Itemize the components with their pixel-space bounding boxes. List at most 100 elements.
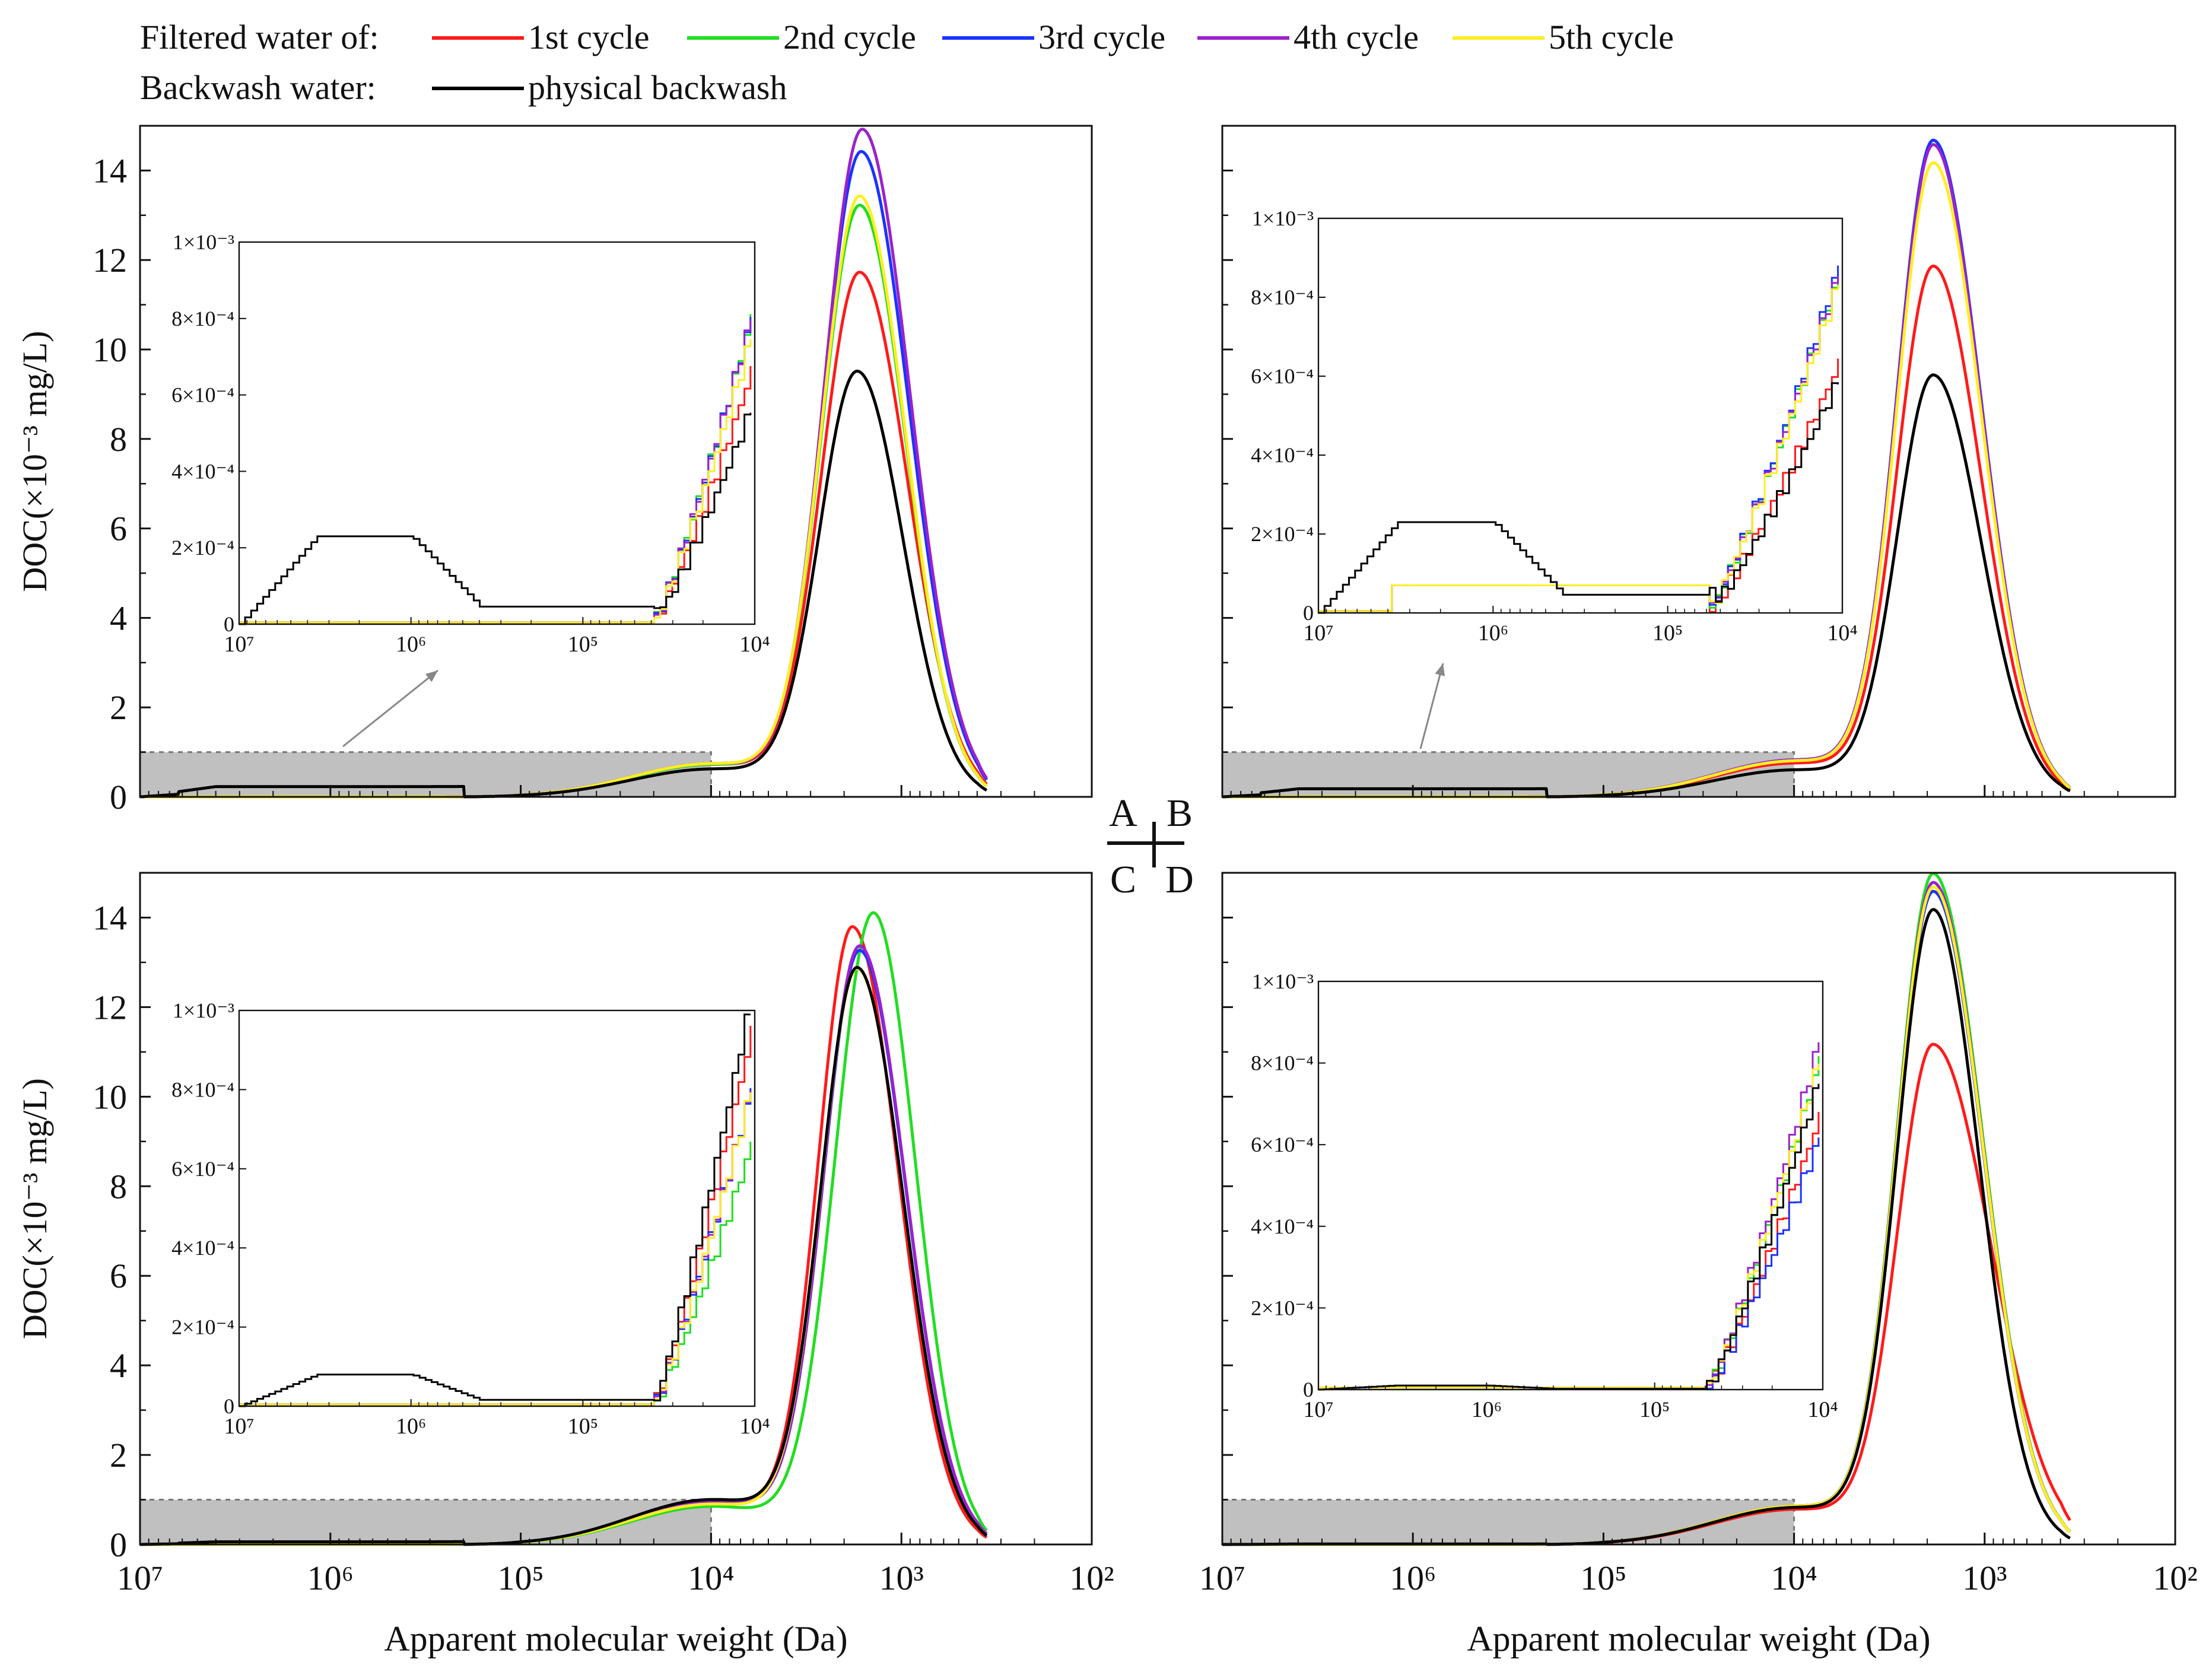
panel-c-inset-frame	[238, 1009, 756, 1407]
panel-d-inset-y-tick-label: 4×10⁻⁴	[1251, 1215, 1314, 1238]
panel-c-inset-y-tick-label: 1×10⁻³	[173, 999, 234, 1022]
panel-a-inset-x-tick-label: 10⁷	[224, 632, 254, 657]
marker-a: A	[1109, 792, 1137, 835]
panel-c-y-tick-label: 8	[110, 1167, 127, 1206]
panel-b-inset-frame	[1317, 217, 1844, 614]
panel-c-y-tick-label: 10	[93, 1078, 127, 1116]
legend-label-1st-cycle: 1st cycle	[528, 18, 650, 56]
panel-b-zoom-arrowhead	[1435, 663, 1445, 676]
panel-a-inset-y-tick-label: 0	[224, 612, 234, 636]
panel-a-inset-border	[238, 241, 756, 625]
panel-b-zoom-arrow	[1419, 663, 1444, 749]
panel-a-inset-x-tick-label: 10⁵	[568, 632, 598, 657]
panel-d-x-tick-label: 10⁴	[1771, 1559, 1817, 1597]
panel-c-inset-series-physical-backwash	[239, 1013, 751, 1407]
panel-a-y-tick-label: 8	[110, 420, 127, 459]
panel-c-y-tick-label: 12	[93, 988, 127, 1026]
panel-a-zoom-arrow	[342, 669, 438, 748]
panel-a-inset-x-tick-label: 10⁴	[739, 632, 770, 657]
panel-c-plot-frame	[139, 872, 1093, 1546]
panel-d-inset-x-tick-label: 10⁵	[1639, 1397, 1670, 1422]
panel-a-zoom-arrowhead	[425, 670, 438, 682]
panel-d-shaded-region	[1221, 1499, 1795, 1546]
panel-a: 0 2 4 6 8 10 12 14 DOC(×10⁻³ mg/L) 0 2×10⁻⁴ 4×10⁻⁴ 6…	[15, 125, 1093, 816]
panel-c-inset-border	[238, 1009, 756, 1407]
panel-c-y-axis-label: DOC(×10⁻³ mg/L)	[15, 1078, 54, 1339]
panel-marker: A B C D	[1107, 792, 1194, 901]
panel-b-inset-series-physical-backwash	[1318, 382, 1839, 614]
panel-c-y-tick-label: 4	[110, 1346, 127, 1385]
panel-a-inset-y-tick-label: 1×10⁻³	[173, 230, 234, 254]
panel-d: 10⁷ 10⁶ 10⁵ 10⁴ 10³ 10² Apparent molecular wei…	[1199, 872, 2198, 1658]
panel-c-x-tick-label: 10²	[1069, 1559, 1114, 1597]
panel-c-y-tick-label: 14	[93, 898, 127, 937]
panel-b-inset-x-tick-label: 10⁵	[1652, 621, 1683, 646]
panel-d-inset-y-tick-label: 0	[1303, 1378, 1314, 1401]
panel-a-plot-frame	[139, 125, 1093, 798]
panel-b-inset-y-tick-label: 4×10⁻⁴	[1251, 443, 1314, 467]
panel-c-inset-y-tick-label: 2×10⁻⁴	[171, 1315, 234, 1339]
legend-label-5th-cycle: 5th cycle	[1549, 18, 1674, 56]
panel-c-x-tick-label: 10⁵	[497, 1559, 544, 1597]
panel-a-inset-y-tick-label: 8×10⁻⁴	[171, 307, 234, 330]
panel-a-y-axis-label: DOC(×10⁻³ mg/L)	[15, 331, 54, 592]
panel-d-inset-x-tick-label: 10⁶	[1472, 1397, 1502, 1422]
panel-c-x-tick-label: 10⁶	[307, 1559, 354, 1597]
panel-b-inset-y-tick-label: 0	[1303, 601, 1314, 625]
panel-a-y-tick-label: 6	[110, 510, 127, 548]
panel-a-y-tick-label: 2	[110, 688, 127, 727]
panel-b: 0 2×10⁻⁴ 4×10⁻⁴ 6×10⁻⁴ 8×10⁻⁴ 1×10⁻³ 10⁷ 10⁶ 10⁵…	[1221, 125, 2176, 799]
panel-d-inset-y-tick-label: 1×10⁻³	[1252, 970, 1314, 993]
panel-d-inset-y-tick-label: 8×10⁻⁴	[1251, 1051, 1314, 1075]
panel-d-inset-y-tick-label: 2×10⁻⁴	[1251, 1296, 1314, 1320]
panel-c-inset-x-tick-label: 10⁵	[568, 1414, 598, 1439]
panel-c-inset-x-tick-label: 10⁶	[396, 1414, 426, 1439]
panel-a-y-tick-label: 0	[110, 778, 127, 816]
legend-label-physical-backwash: physical backwash	[528, 68, 787, 107]
panel-d-x-tick-label: 10³	[1962, 1559, 2007, 1597]
panel-d-x-tick-label: 10⁶	[1390, 1559, 1436, 1597]
panel-b-inset-x-tick-label: 10⁴	[1827, 621, 1857, 646]
panel-a-inset-x-tick-label: 10⁶	[396, 632, 426, 657]
panel-a-y-tick-label: 4	[110, 599, 127, 637]
panel-a-y-tick-label: 14	[93, 151, 127, 190]
panel-d-x-axis-label: Apparent molecular weight (Da)	[1467, 1619, 1930, 1658]
panel-d-inset-border	[1317, 980, 1824, 1391]
legend: Filtered water of: Backwash water: 1st c…	[140, 18, 1674, 107]
legend-backwash-title: Backwash water:	[140, 68, 376, 107]
panel-a-inset-y-tick-label: 2×10⁻⁴	[171, 536, 234, 560]
panel-a-inset-frame	[238, 241, 756, 625]
panel-b-inset-y-tick-label: 2×10⁻⁴	[1251, 522, 1314, 546]
panel-a-inset-series-5th-cycle	[239, 339, 752, 624]
panel-c-y-tick-label: 0	[110, 1525, 127, 1564]
panel-c-inset-y-tick-label: 0	[224, 1394, 234, 1418]
legend-filtered-title: Filtered water of:	[140, 18, 379, 56]
panel-c-y-tick-label: 6	[110, 1257, 127, 1295]
panel-c-inset-x-tick-label: 10⁴	[739, 1414, 770, 1439]
panel-a-shaded-region	[139, 751, 712, 798]
panel-d-inset-y-tick-label: 6×10⁻⁴	[1251, 1133, 1314, 1156]
panel-c: 0 2 4 6 8 10 12 14 10⁷ 10⁶ 10⁵ 10⁴ 10³ 10² DOC(×10⁻³ m…	[15, 872, 1114, 1658]
panel-a-inset-y-tick-label: 4×10⁻⁴	[171, 459, 234, 483]
legend-label-4th-cycle: 4th cycle	[1293, 18, 1419, 56]
panel-d-inset: 0 2×10⁻⁴ 4×10⁻⁴ 6×10⁻⁴ 8×10⁻⁴ 1×10⁻³ 10⁷ 10⁶ 10⁵…	[1251, 970, 1838, 1422]
panel-c-inset-y-tick-label: 8×10⁻⁴	[171, 1078, 234, 1101]
panel-b-inset-series-5th-cycle	[1318, 285, 1839, 612]
panel-a-inset-series-physical-backwash	[239, 412, 752, 625]
panel-d-x-tick-label: 10²	[2153, 1559, 2197, 1597]
panel-d-x-tick-label: 10⁵	[1580, 1559, 1626, 1597]
panel-c-inset: 0 2×10⁻⁴ 4×10⁻⁴ 6×10⁻⁴ 8×10⁻⁴ 1×10⁻³ 10⁷ 10⁶ 10⁵…	[171, 999, 770, 1439]
panel-d-inset-x-tick-label: 10⁷	[1303, 1397, 1333, 1422]
panel-b-inset-y-tick-label: 6×10⁻⁴	[1251, 364, 1314, 388]
panel-d-inset-x-tick-label: 10⁴	[1807, 1397, 1838, 1422]
panel-a-y-tick-label: 12	[93, 241, 127, 279]
panel-b-inset-border	[1317, 217, 1844, 614]
panel-c-inset-x-tick-label: 10⁷	[224, 1414, 254, 1439]
panel-b-plot-frame	[1221, 125, 2176, 798]
panel-c-x-tick-label: 10⁴	[688, 1559, 734, 1597]
panel-c-x-tick-label: 10⁷	[117, 1559, 163, 1597]
panel-c-x-axis-label: Apparent molecular weight (Da)	[384, 1619, 847, 1658]
legend-label-3rd-cycle: 3rd cycle	[1038, 18, 1165, 56]
panel-c-x-tick-label: 10³	[879, 1559, 924, 1597]
